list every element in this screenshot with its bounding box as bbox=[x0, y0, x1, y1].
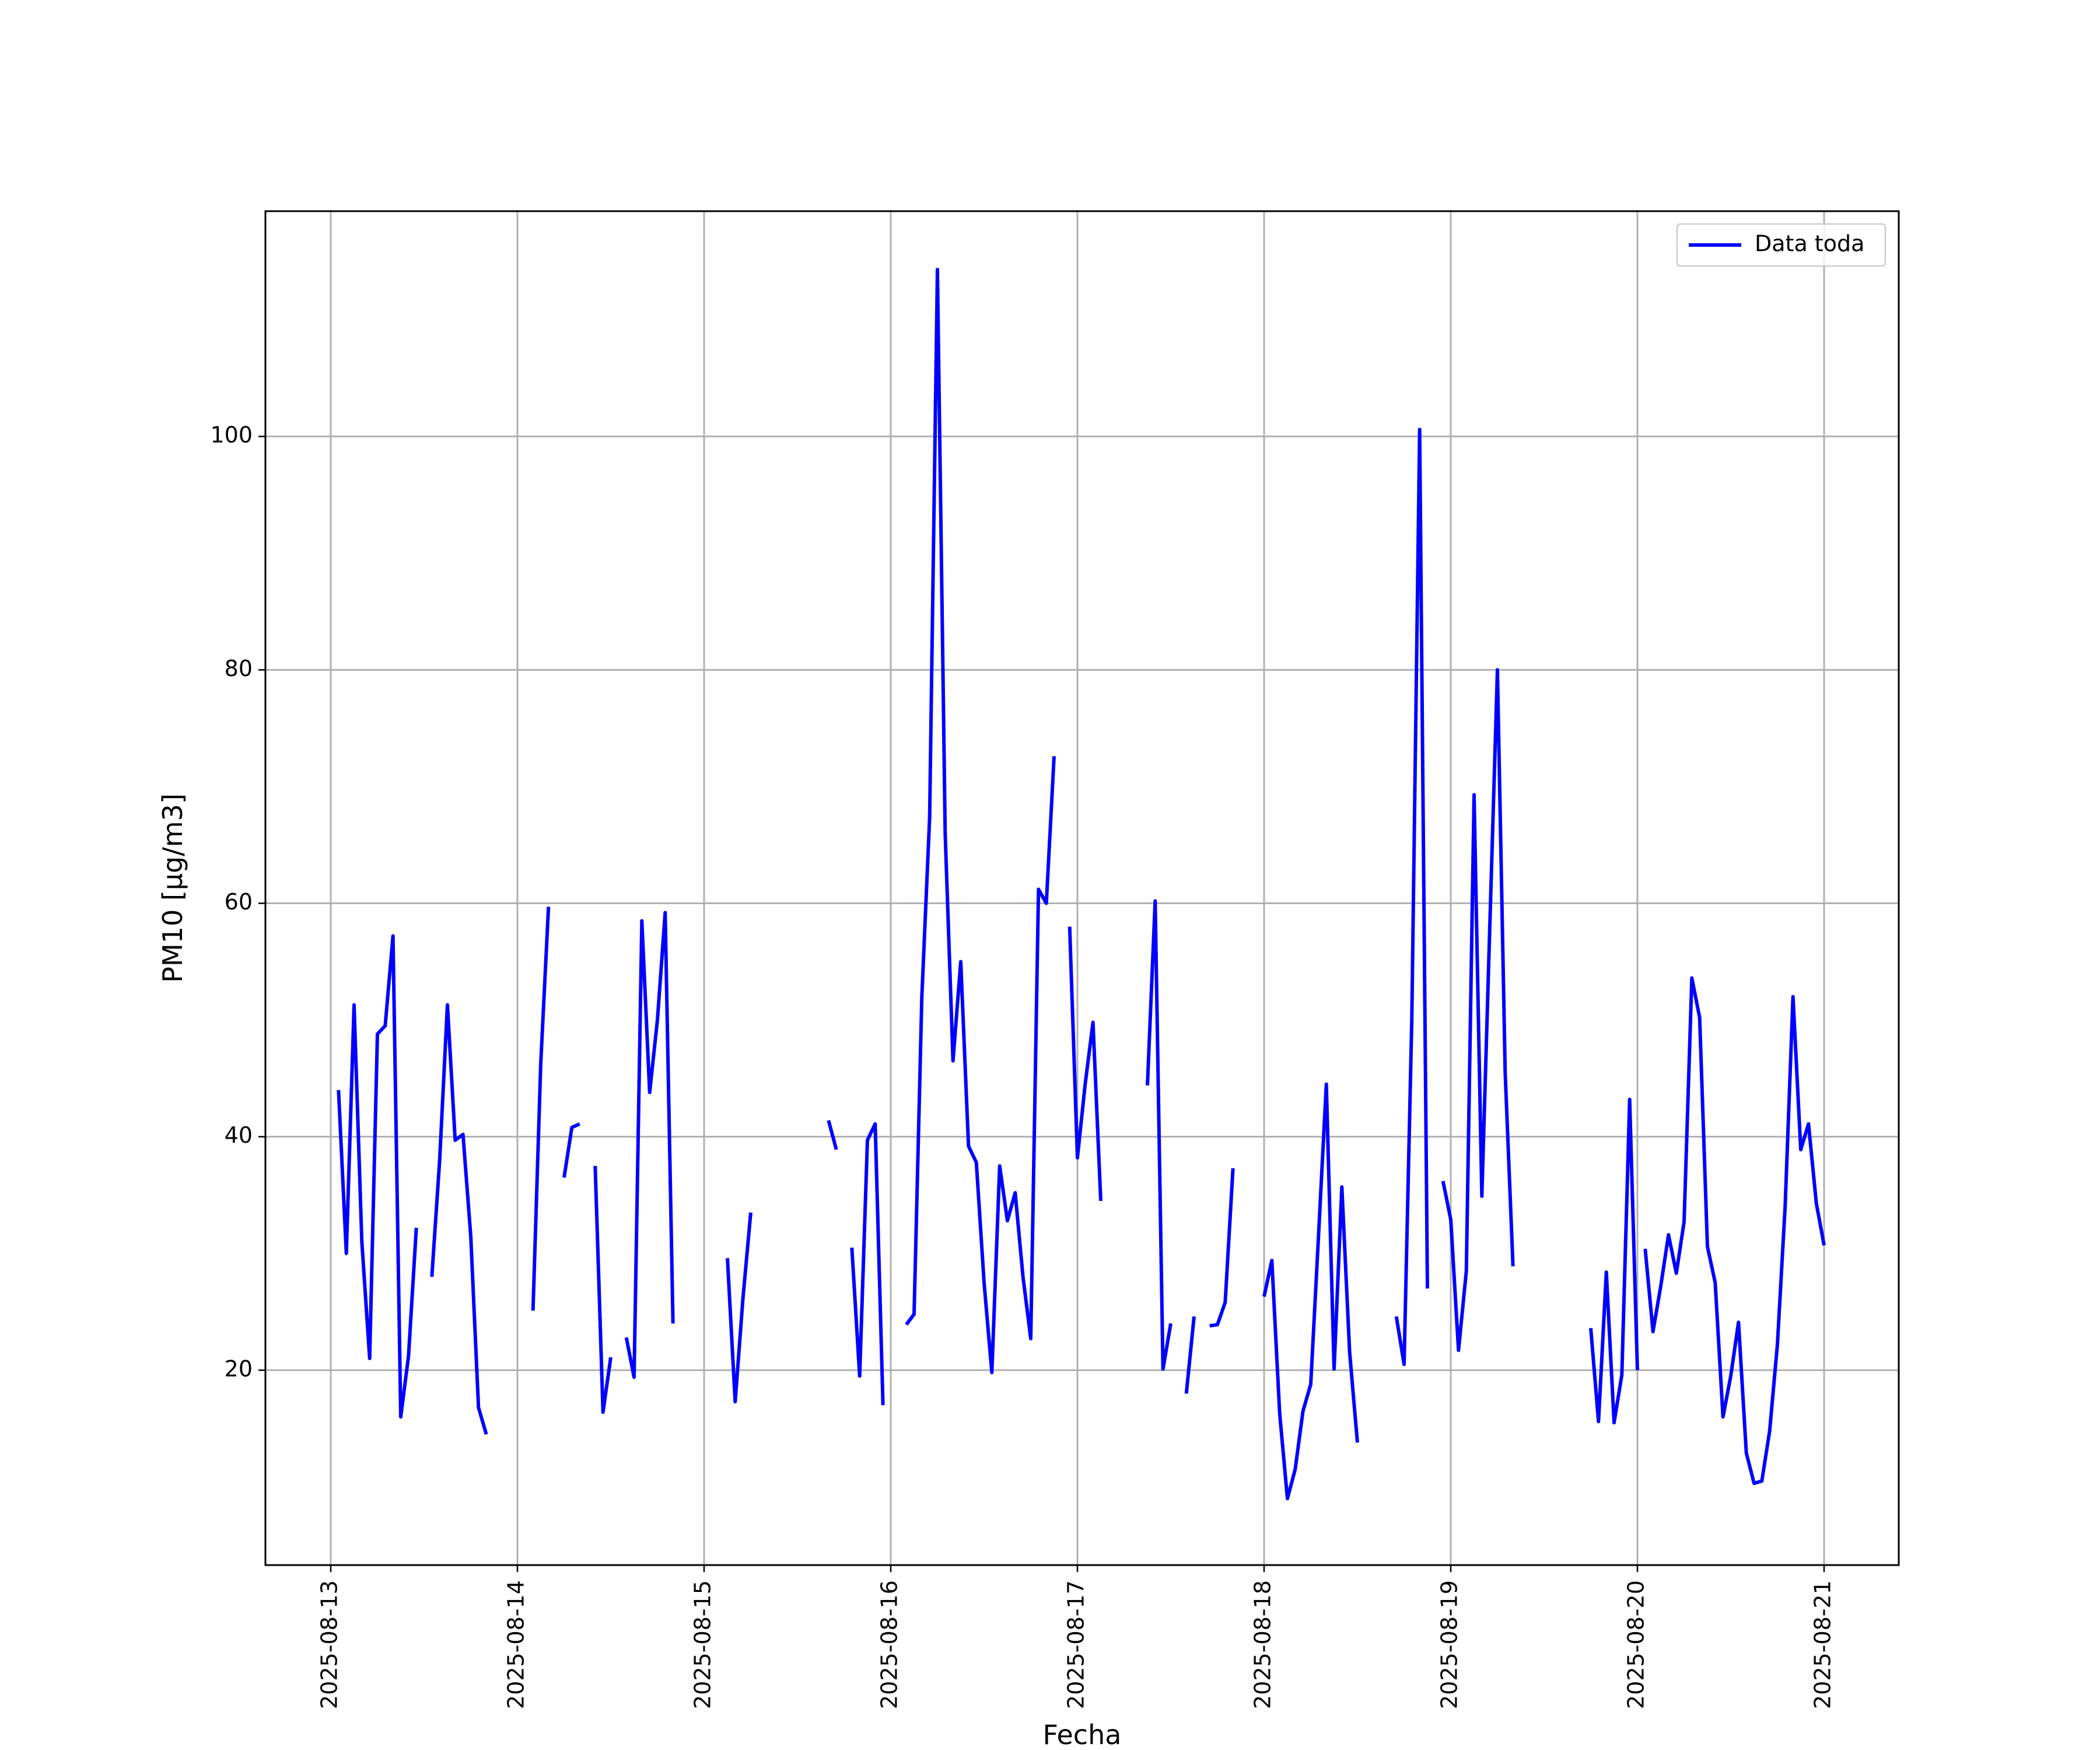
x-axis-label: Fecha bbox=[1043, 1719, 1122, 1750]
series-segment-data-toda bbox=[624, 911, 675, 1379]
x-tick-label: 2025-08-18 bbox=[1250, 1580, 1276, 1709]
y-tick-label: 80 bbox=[225, 656, 253, 681]
y-tick-label: 40 bbox=[225, 1122, 253, 1148]
series-segment-data-toda bbox=[1184, 1316, 1196, 1394]
plot-area-frame bbox=[264, 210, 1900, 1566]
series-segment-data-toda bbox=[531, 907, 551, 1311]
x-tick-label: 2025-08-16 bbox=[877, 1580, 902, 1709]
x-tick-label: 2025-08-15 bbox=[690, 1580, 716, 1709]
y-tick-label: 20 bbox=[225, 1356, 253, 1381]
series-segment-data-toda bbox=[593, 1166, 612, 1414]
y-tick-label: 100 bbox=[210, 422, 253, 448]
x-tick-label: 2025-08-21 bbox=[1810, 1580, 1836, 1709]
series-segment-data-toda bbox=[827, 1119, 838, 1150]
legend-label-data-toda: Data toda bbox=[1755, 231, 1864, 257]
series-segment-data-toda bbox=[1643, 976, 1826, 1485]
series-segment-data-toda bbox=[1441, 668, 1515, 1352]
x-tick-label: 2025-08-20 bbox=[1623, 1580, 1649, 1709]
series-segment-data-toda bbox=[1589, 1097, 1639, 1424]
series-segment-data-toda bbox=[1394, 428, 1429, 1366]
series-segment-data-toda bbox=[430, 1003, 488, 1435]
series-segment-data-toda bbox=[850, 1122, 885, 1405]
legend: Data toda bbox=[1676, 223, 1887, 267]
y-axis-label: PM10 [μg/m3] bbox=[157, 793, 188, 983]
y-tick-label: 60 bbox=[225, 889, 253, 915]
series-segment-data-toda bbox=[1068, 926, 1102, 1201]
series-segment-data-toda bbox=[1262, 1082, 1359, 1500]
x-tick-label: 2025-08-19 bbox=[1437, 1580, 1462, 1709]
series-segment-data-toda bbox=[562, 1122, 580, 1178]
series-segment-data-toda bbox=[1146, 899, 1172, 1371]
x-tick-label: 2025-08-17 bbox=[1063, 1580, 1089, 1709]
legend-box bbox=[1676, 223, 1887, 267]
series-segment-data-toda bbox=[905, 268, 1056, 1374]
axis-ticks: 2025-08-13 2025-08-14 2025-08-15 2025-08-16… bbox=[210, 422, 1835, 1709]
grid bbox=[265, 211, 1899, 1565]
series-segment-data-toda bbox=[1209, 1168, 1235, 1328]
series-segment-data-toda bbox=[337, 934, 418, 1419]
series-segment-data-toda bbox=[726, 1212, 752, 1404]
x-tick-label: 2025-08-14 bbox=[503, 1580, 529, 1709]
x-tick-label: 2025-08-13 bbox=[317, 1580, 342, 1709]
series-lines bbox=[337, 268, 1826, 1500]
